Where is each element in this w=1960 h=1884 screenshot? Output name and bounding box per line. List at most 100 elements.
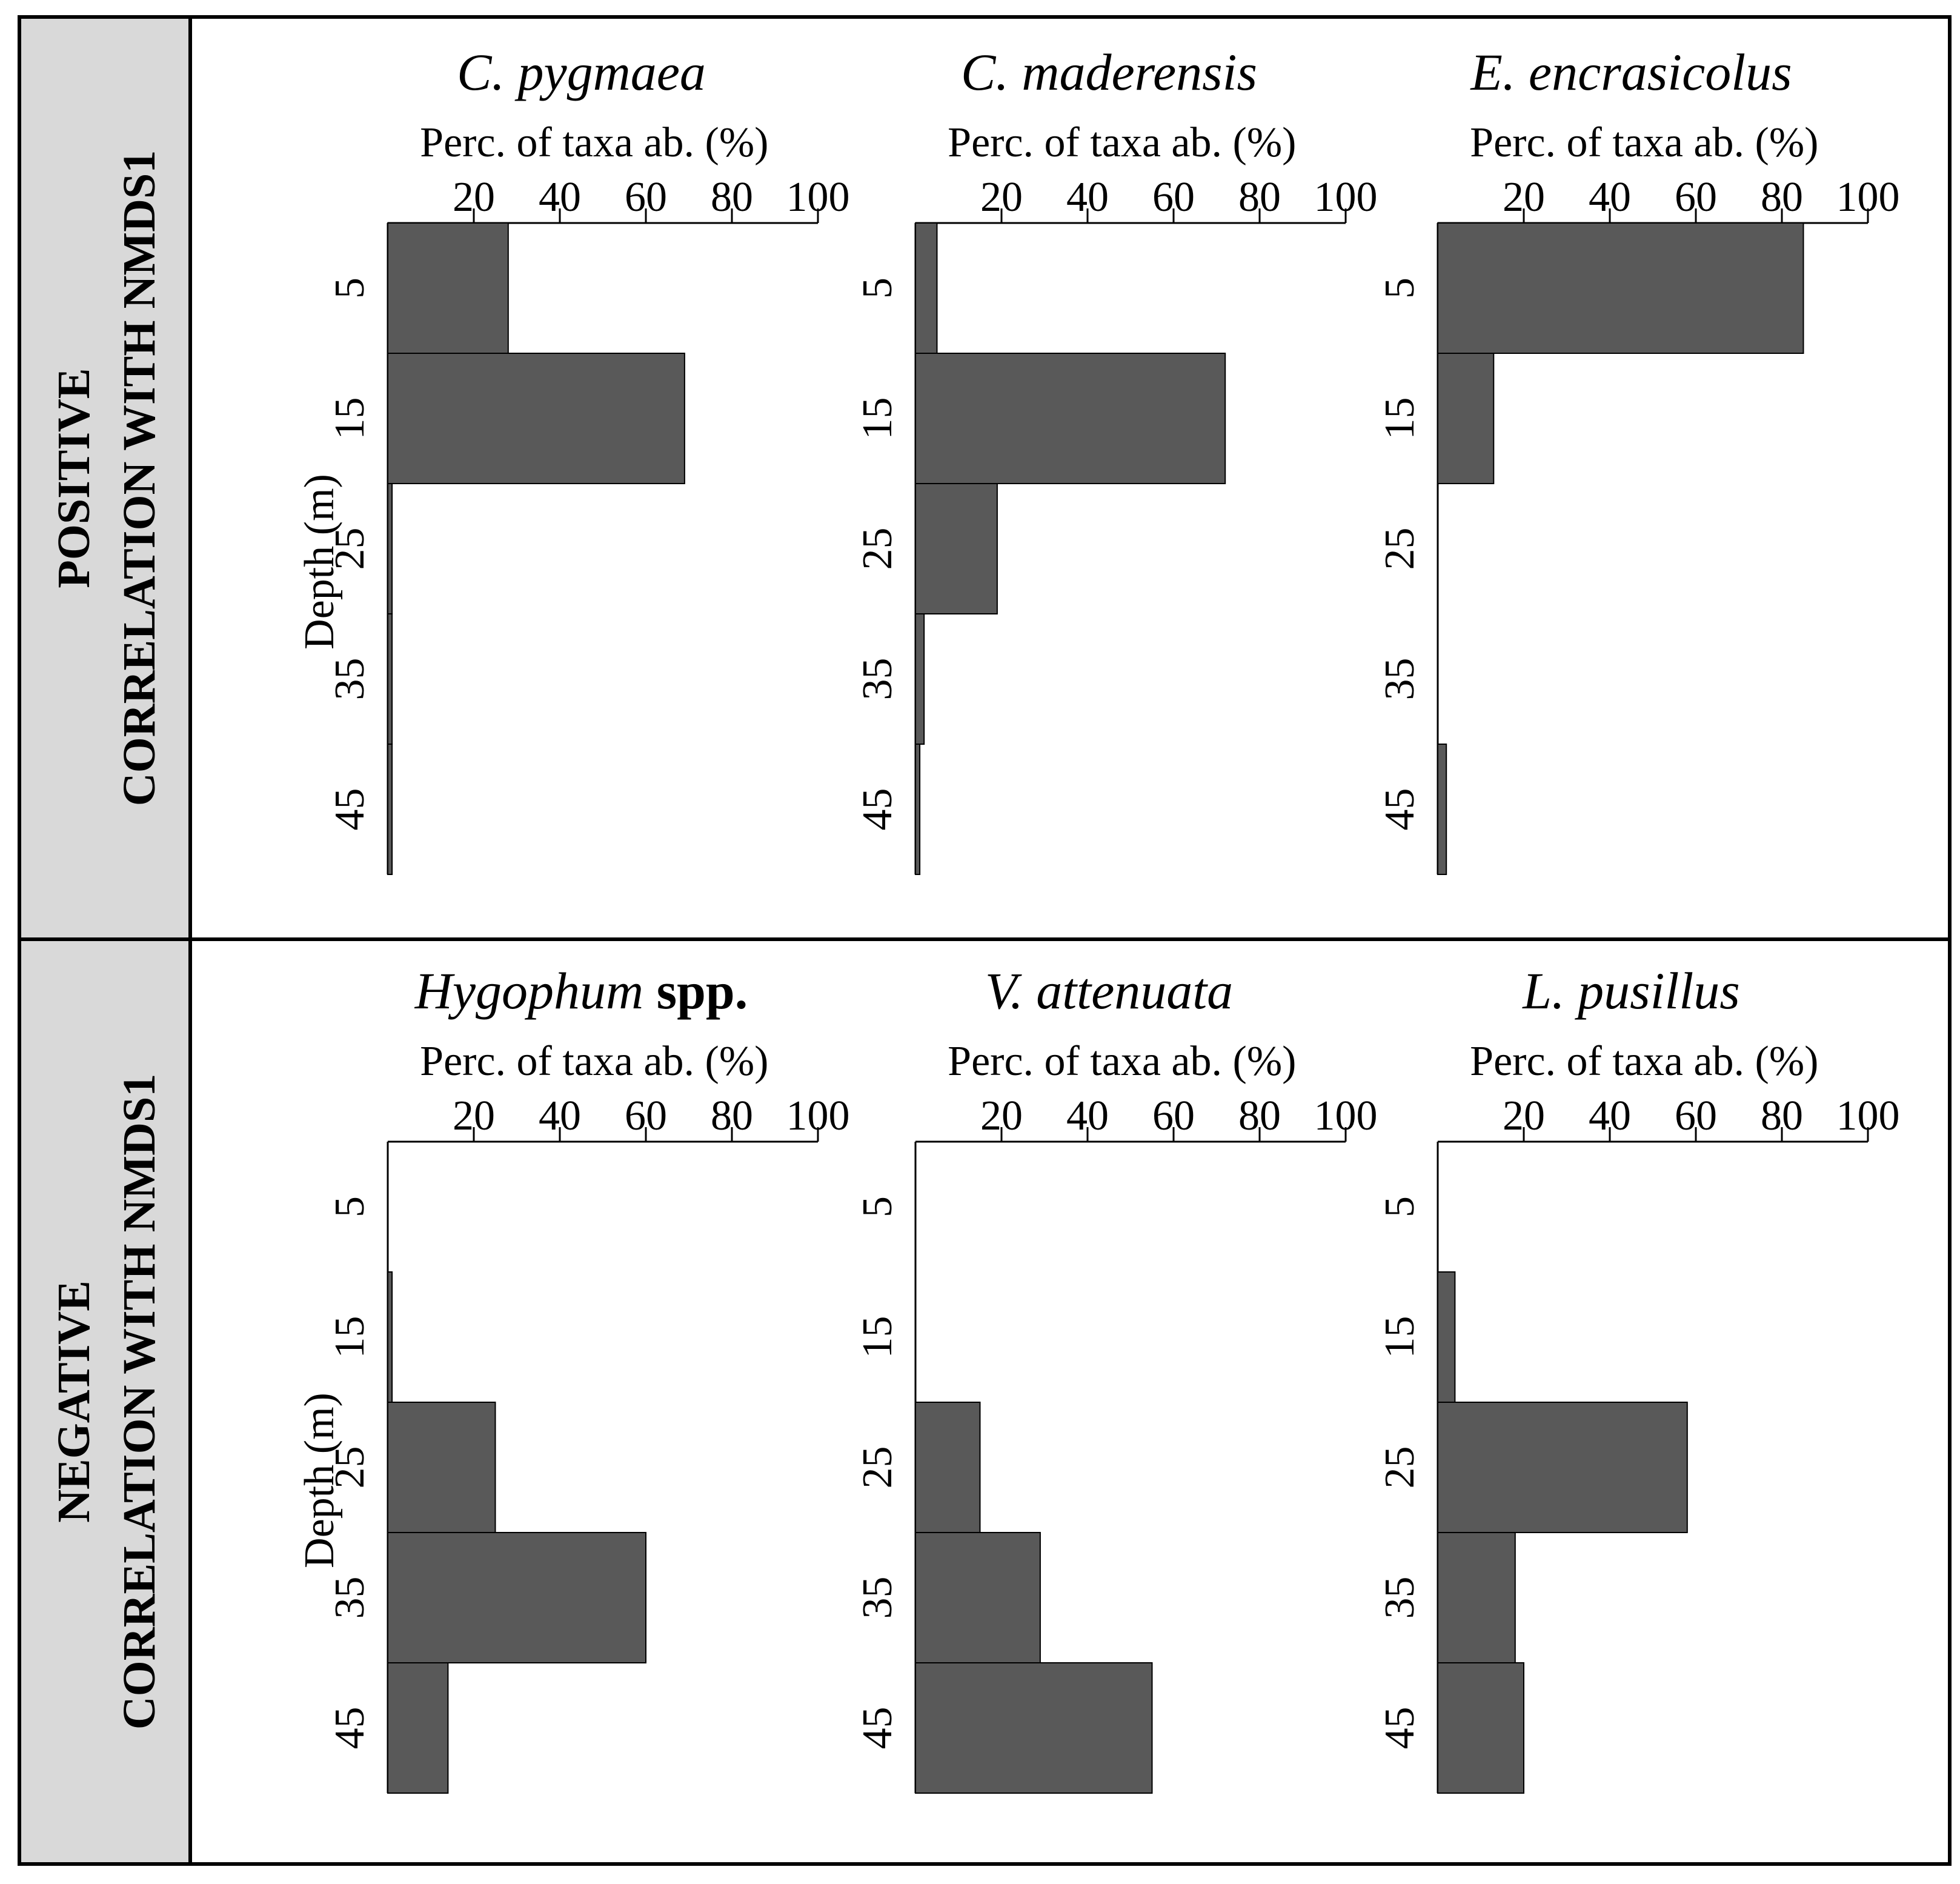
y-tick-label: 25 — [854, 1446, 901, 1489]
y-tick-label: 15 — [854, 1316, 901, 1359]
bar-depth-25 — [387, 1402, 496, 1533]
y-tick-label: 25 — [1377, 1446, 1423, 1489]
x-axis-title: Perc. of taxa ab. (%) — [420, 119, 768, 166]
x-tick-label: 100 — [1314, 1093, 1378, 1139]
y-tick-label: 15 — [1377, 398, 1423, 440]
y-tick-label: 45 — [854, 1707, 901, 1749]
species-title: V. attenuata — [985, 962, 1233, 1020]
bar-depth-45 — [387, 744, 393, 875]
bar-depth-5 — [1437, 222, 1804, 354]
row-label-line2: CORRELATION WITH NMDS1 — [114, 150, 165, 806]
y-tick-label: 5 — [1377, 1196, 1423, 1217]
y-tick-label: 5 — [1377, 278, 1423, 299]
y-tick-label: 45 — [854, 788, 901, 831]
x-axis-title: Perc. of taxa ab. (%) — [1470, 119, 1818, 166]
y-tick-label: 15 — [327, 1316, 373, 1359]
species-name: Hygophum — [414, 962, 643, 1020]
y-tick-label: 35 — [327, 1577, 373, 1619]
y-tick-label: 25 — [327, 528, 373, 570]
x-tick-label: 80 — [1238, 174, 1281, 221]
x-tick-label: 20 — [453, 174, 495, 221]
row-label-line1: NEGATIVE — [48, 1280, 99, 1523]
bar-depth-25 — [915, 483, 998, 614]
species-name: C. pygmaea — [457, 43, 706, 101]
bar-depth-15 — [387, 353, 685, 484]
x-tick-label: 80 — [711, 174, 753, 221]
x-tick-label: 20 — [980, 1093, 1023, 1139]
x-tick-label: 80 — [711, 1093, 753, 1139]
y-tick-label: 45 — [1377, 788, 1423, 831]
bar-depth-15 — [1437, 1271, 1456, 1403]
row-label-line2: CORRELATION WITH NMDS1 — [114, 1074, 165, 1729]
x-tick-label: 60 — [1675, 174, 1717, 221]
depth-axis-label: Depth (m) — [296, 474, 343, 650]
x-tick-label: 40 — [539, 174, 581, 221]
species-name: C. maderensis — [961, 43, 1257, 101]
x-tick-label: 60 — [1152, 1093, 1195, 1139]
x-axis-title: Perc. of taxa ab. (%) — [948, 119, 1296, 166]
x-axis-title: Perc. of taxa ab. (%) — [420, 1038, 768, 1085]
y-tick-label: 25 — [1377, 528, 1423, 570]
x-tick-label: 40 — [539, 1093, 581, 1139]
x-tick-label: 40 — [1066, 1093, 1109, 1139]
x-tick-label: 20 — [1503, 174, 1545, 221]
species-name: L. pusillus — [1521, 962, 1739, 1020]
y-tick-label: 35 — [1377, 658, 1423, 701]
x-tick-label: 60 — [625, 1093, 667, 1139]
species-name: E. encrasicolus — [1469, 43, 1792, 101]
y-tick-label: 15 — [854, 398, 901, 440]
x-tick-label: 60 — [1675, 1093, 1717, 1139]
bar-depth-45 — [915, 1662, 1153, 1794]
bar-depth-35 — [387, 613, 393, 745]
y-tick-label: 25 — [327, 1446, 373, 1489]
x-tick-label: 60 — [1152, 174, 1195, 221]
x-tick-label: 40 — [1589, 1093, 1631, 1139]
species-title: Hygophum spp. — [414, 962, 748, 1020]
x-tick-label: 40 — [1066, 174, 1109, 221]
bar-depth-5 — [915, 222, 938, 354]
y-tick-label: 5 — [327, 278, 373, 299]
species-name: V. attenuata — [985, 962, 1233, 1020]
bar-depth-35 — [1437, 1532, 1516, 1663]
y-tick-label: 25 — [854, 528, 901, 570]
row-label-line1: POSITIVE — [48, 368, 99, 588]
bar-depth-15 — [915, 353, 1226, 484]
x-tick-label: 100 — [1836, 1093, 1900, 1139]
bar-depth-45 — [387, 1662, 449, 1794]
x-axis-title: Perc. of taxa ab. (%) — [1470, 1038, 1818, 1085]
y-tick-label: 35 — [854, 658, 901, 701]
y-tick-label: 45 — [327, 1707, 373, 1749]
x-tick-label: 100 — [786, 174, 850, 221]
y-tick-label: 45 — [1377, 1707, 1423, 1749]
x-tick-label: 100 — [1836, 174, 1900, 221]
bar-depth-15 — [1437, 353, 1495, 484]
species-title: C. pygmaea — [457, 43, 706, 101]
y-tick-label: 35 — [1377, 1577, 1423, 1619]
species-suffix: spp. — [643, 962, 748, 1020]
x-tick-label: 80 — [1761, 174, 1803, 221]
y-tick-label: 5 — [854, 1196, 901, 1217]
y-tick-label: 5 — [327, 1196, 373, 1217]
y-tick-label: 15 — [327, 398, 373, 440]
bar-depth-5 — [387, 222, 509, 354]
x-tick-label: 20 — [453, 1093, 495, 1139]
bar-depth-25 — [915, 1402, 981, 1533]
y-tick-label: 45 — [327, 788, 373, 831]
species-title: C. maderensis — [961, 43, 1257, 101]
species-title: L. pusillus — [1521, 962, 1739, 1020]
bar-depth-15 — [387, 1271, 393, 1403]
y-tick-label: 15 — [1377, 1316, 1423, 1359]
bar-depth-45 — [915, 744, 921, 875]
bar-depth-35 — [915, 1532, 1041, 1663]
x-tick-label: 60 — [625, 174, 667, 221]
bar-depth-25 — [1437, 1402, 1688, 1533]
species-title: E. encrasicolus — [1469, 43, 1792, 101]
x-tick-label: 100 — [1314, 174, 1378, 221]
x-tick-label: 100 — [786, 1093, 850, 1139]
bar-depth-45 — [1437, 744, 1447, 875]
x-tick-label: 80 — [1238, 1093, 1281, 1139]
x-axis-title: Perc. of taxa ab. (%) — [948, 1038, 1296, 1085]
x-tick-label: 20 — [980, 174, 1023, 221]
